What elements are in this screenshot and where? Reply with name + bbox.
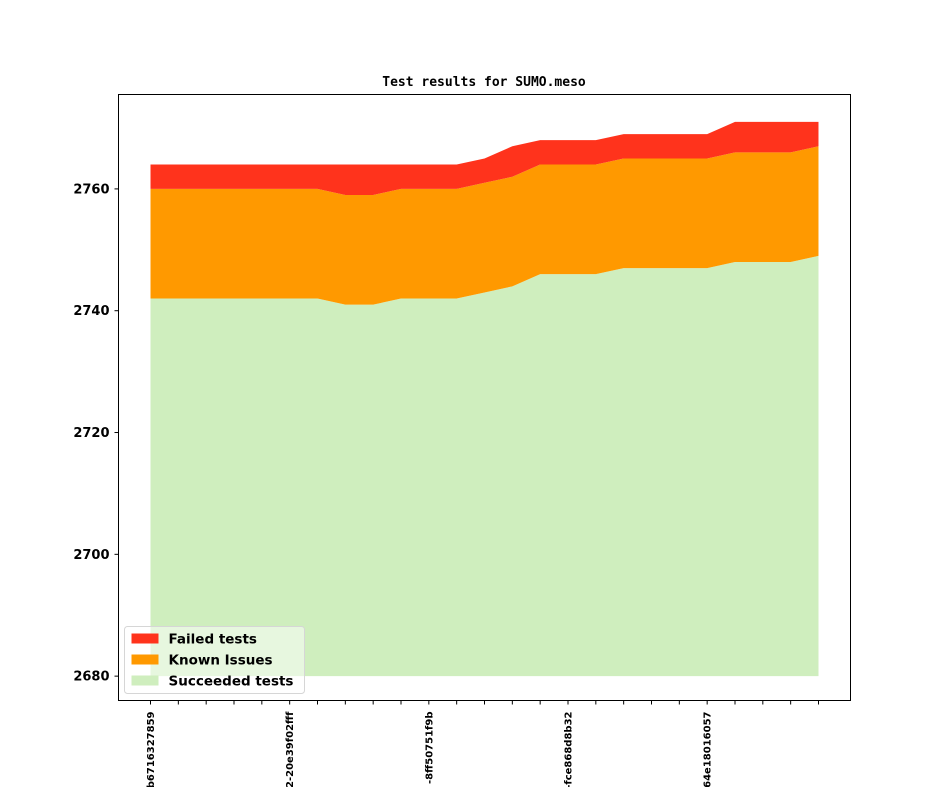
chart-title: Test results for SUMO.meso <box>382 75 586 90</box>
legend-label-known-issues: Known Issues <box>169 653 273 669</box>
x-axis: b6716327859 2-20e39f02fff -8ff50751f9b -fce… <box>146 700 819 787</box>
y-tick-label: 2720 <box>73 426 109 441</box>
y-tick-label: 2760 <box>73 182 109 197</box>
legend-box <box>124 626 305 694</box>
legend-label-succeeded-tests: Succeeded tests <box>169 674 294 690</box>
legend-label-failed-tests: Failed tests <box>169 632 257 648</box>
x-tick-label: 64e18016057 <box>703 711 714 787</box>
legend-swatch-known-issues <box>131 654 159 665</box>
area-layers <box>150 121 819 677</box>
area-failed-tests <box>150 121 819 195</box>
y-tick-label: 2700 <box>73 548 109 563</box>
legend-swatch-failed-tests <box>131 633 159 644</box>
area-succeeded-tests <box>150 255 819 677</box>
legend: Failed tests Known Issues Succeeded tests <box>124 626 305 694</box>
y-axis: 2680 2700 2720 2740 2760 <box>73 182 119 685</box>
y-tick-label: 2740 <box>73 304 109 319</box>
legend-swatch-succeeded-tests <box>131 675 159 686</box>
area-known-issues <box>150 146 819 305</box>
x-tick-label: -8ff50751f9b <box>424 712 435 784</box>
x-tick-label: b6716327859 <box>146 711 157 787</box>
y-tick-label: 2680 <box>73 670 109 685</box>
x-tick-label: 2-20e39f02fff <box>285 711 296 787</box>
x-tick-label: -fce868d8b32 <box>563 711 574 787</box>
